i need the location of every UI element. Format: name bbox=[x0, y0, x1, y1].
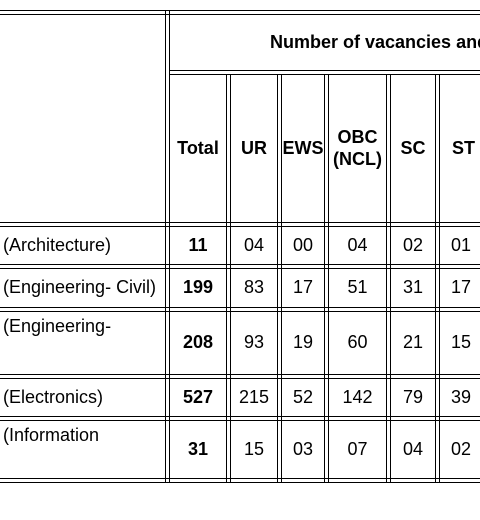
rule-total-col-b bbox=[230, 74, 231, 483]
row-2-total: 199 bbox=[182, 277, 214, 298]
row-3-name: (Engineering- bbox=[3, 316, 112, 336]
row-2-ews: 17 bbox=[292, 277, 314, 298]
column-header-obc-line2: (NCL) bbox=[333, 148, 382, 169]
rule-r1-b bbox=[0, 226, 480, 227]
row-1-name: (Architecture) bbox=[3, 234, 112, 255]
row-4-ur: 215 bbox=[238, 386, 270, 407]
rule-obc-col-a bbox=[386, 74, 387, 483]
rule-r5-b bbox=[0, 420, 480, 421]
row-3-st: 15 bbox=[451, 332, 472, 353]
row-4-obc: 142 bbox=[342, 386, 373, 407]
rule-group-a bbox=[170, 70, 480, 71]
row-5-ews: 03 bbox=[292, 438, 314, 459]
row-3-ur: 93 bbox=[243, 332, 265, 353]
rule-r3-a bbox=[0, 307, 480, 308]
rule-top-b bbox=[0, 14, 480, 15]
group-header: Number of vacancies and bbox=[270, 31, 480, 52]
rule-r2-a bbox=[0, 264, 480, 265]
row-4-name: (Electronics) bbox=[3, 386, 104, 407]
column-header-obc: OBC (NCL) bbox=[329, 75, 386, 222]
rule-sc-col-b bbox=[439, 74, 440, 483]
row-3-ews: 19 bbox=[292, 332, 314, 353]
row-5-ur: 15 bbox=[243, 438, 265, 459]
row-1-ews: 00 bbox=[292, 234, 314, 255]
row-2-sc: 31 bbox=[402, 277, 424, 298]
rule-r4-a bbox=[0, 374, 480, 375]
rule-name-col-b bbox=[169, 10, 170, 483]
column-header-obc-line1: OBC bbox=[337, 126, 378, 147]
row-2-ur: 83 bbox=[243, 277, 265, 298]
row-5-total: 31 bbox=[187, 438, 209, 459]
rule-r1-a bbox=[0, 222, 480, 223]
row-1-total: 11 bbox=[188, 234, 208, 255]
column-header-ur: UR bbox=[241, 137, 267, 158]
rule-ur-col-b bbox=[281, 74, 282, 483]
row-4-st: 39 bbox=[451, 386, 472, 407]
row-4-ews: 52 bbox=[292, 386, 314, 407]
row-2-st: 17 bbox=[451, 277, 472, 298]
row-3-obc: 60 bbox=[347, 332, 368, 353]
rule-r2-b bbox=[0, 268, 480, 269]
rule-bottom-a bbox=[0, 478, 480, 479]
column-header-st: ST bbox=[452, 137, 476, 158]
rule-obc-col-b bbox=[390, 74, 391, 483]
row-2-name: (Engineering- Civil) bbox=[3, 277, 157, 298]
row-1-st: 01 bbox=[451, 234, 472, 255]
rule-name-col-a bbox=[165, 10, 166, 483]
row-5-st: 02 bbox=[451, 438, 472, 459]
row-4-sc: 79 bbox=[402, 386, 424, 407]
rule-ews-col-b bbox=[328, 74, 329, 483]
rule-top-a bbox=[0, 10, 480, 11]
rule-total-col-a bbox=[226, 74, 227, 483]
rule-bottom-b bbox=[0, 482, 480, 483]
row-1-ur: 04 bbox=[243, 234, 265, 255]
column-header-sc: SC bbox=[400, 137, 426, 158]
rule-group-b bbox=[170, 74, 480, 75]
rule-ur-col-a bbox=[277, 74, 278, 483]
row-1-sc: 02 bbox=[402, 234, 424, 255]
row-3-total: 208 bbox=[182, 332, 214, 353]
row-2-obc: 51 bbox=[347, 277, 368, 298]
row-5-name: (Information bbox=[3, 425, 100, 445]
rule-r3-b bbox=[0, 311, 480, 312]
column-header-total: Total bbox=[177, 137, 219, 158]
column-header-ews: EWS bbox=[282, 137, 324, 158]
row-3-sc: 21 bbox=[402, 332, 424, 353]
rule-r4-b bbox=[0, 378, 480, 379]
rule-r5-a bbox=[0, 416, 480, 417]
rule-ews-col-a bbox=[324, 74, 325, 483]
row-1-obc: 04 bbox=[347, 234, 368, 255]
row-5-obc: 07 bbox=[347, 438, 368, 459]
rule-sc-col-a bbox=[435, 74, 436, 483]
row-5-sc: 04 bbox=[402, 438, 424, 459]
row-4-total: 527 bbox=[182, 386, 214, 407]
